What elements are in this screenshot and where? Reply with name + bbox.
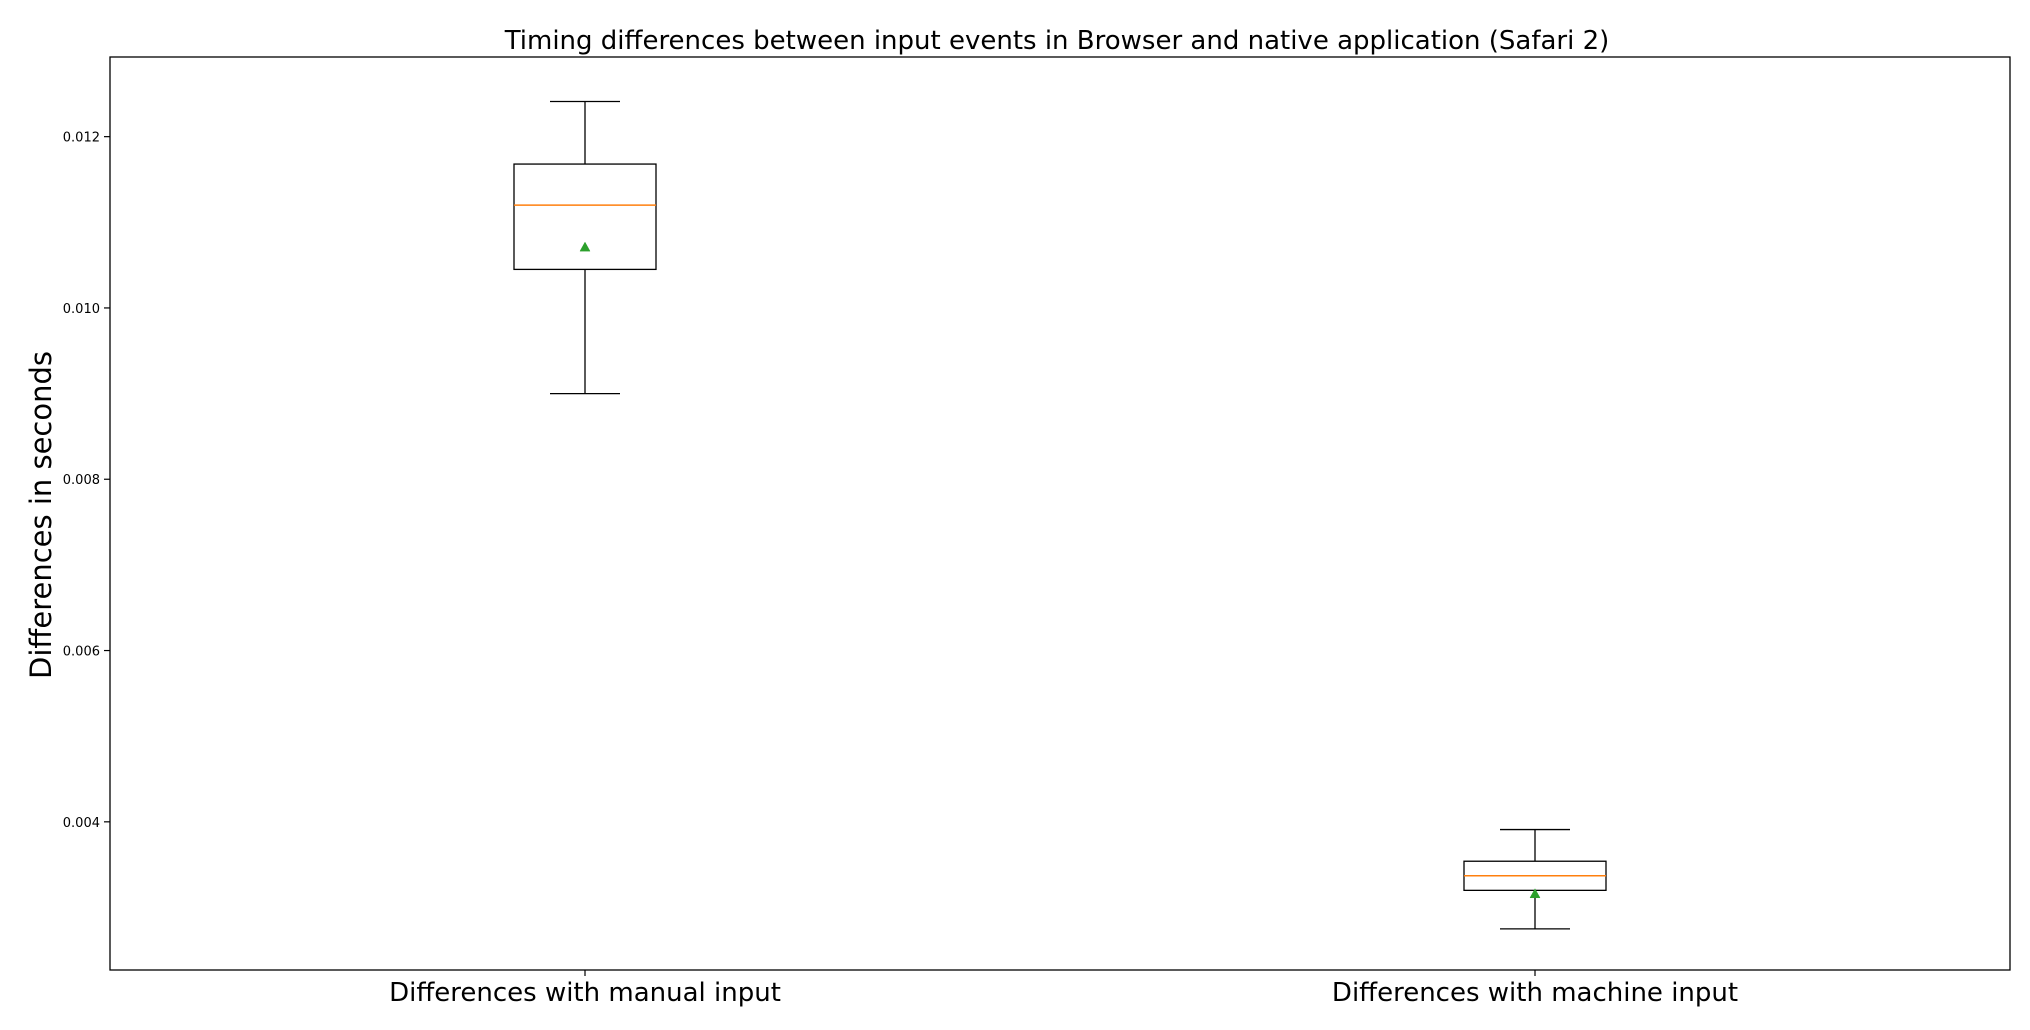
y-tick-label: 0.008 — [63, 473, 100, 488]
y-axis-label: Differences in seconds — [24, 351, 58, 679]
plot-area-frame — [109, 56, 2011, 971]
mean-marker — [1529, 888, 1541, 899]
y-tick-label: 0.010 — [63, 302, 100, 317]
mean-marker — [579, 241, 591, 252]
y-tick-label: 0.006 — [63, 645, 100, 660]
x-tick-label: Differences with machine input — [1332, 978, 1738, 1008]
y-tick-label: 0.012 — [63, 131, 100, 146]
box-iqr — [513, 163, 657, 271]
x-tick-label: Differences with manual input — [389, 978, 781, 1008]
plot-marks: 0.004 0.006 0.008 0.010 0.012 Differences wit… — [63, 100, 1738, 1008]
chart-title: Timing differences between input events … — [504, 26, 1610, 56]
y-tick-label: 0.004 — [63, 816, 100, 831]
